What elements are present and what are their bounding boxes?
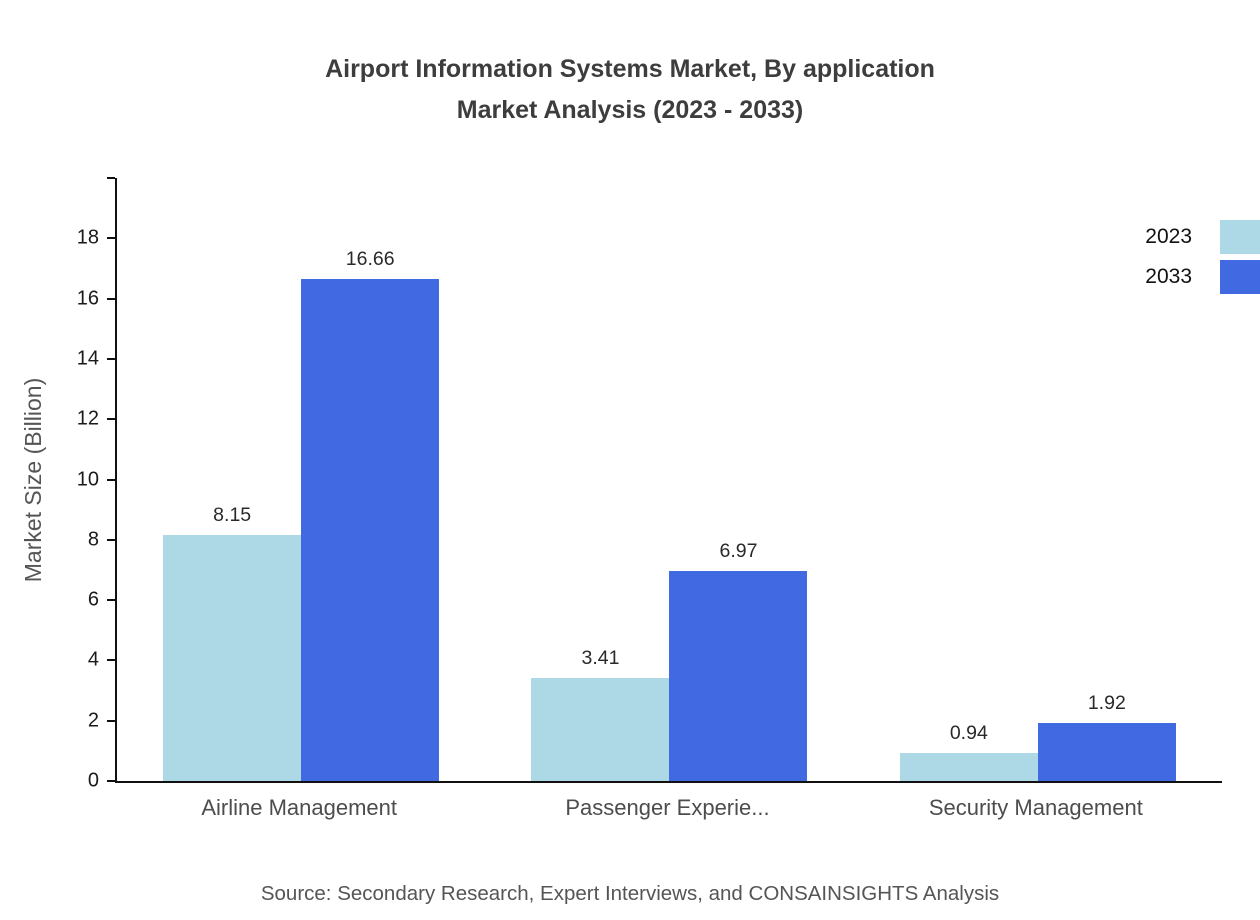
y-tick-label: 8: [87, 528, 99, 551]
category-label: Passenger Experie...: [565, 795, 770, 820]
bar-value-label: 0.94: [949, 721, 988, 744]
y-tick-label: 12: [76, 407, 99, 430]
category-label: Security Management: [928, 795, 1143, 820]
y-tick-label: 6: [87, 588, 99, 611]
y-tick-mark: [107, 599, 115, 602]
y-tick-mark: [107, 357, 115, 360]
plot-area: 8.15 16.66 3.41 6.97 0.94 1.92 0 2 4 6 8 10 12 14 16 1…: [77, 177, 1222, 792]
category-label: Airline Management: [201, 795, 397, 820]
y-tick-mark: [107, 538, 115, 541]
chart-title: Airport Information Systems Market, By a…: [325, 55, 935, 124]
bar-value-label: 1.92: [1087, 692, 1126, 715]
legend-label: 2023: [1145, 225, 1192, 248]
y-tick-label: 4: [87, 648, 99, 671]
y-tick-label: 0: [87, 769, 99, 792]
bar-2033: 6.97: [669, 540, 808, 781]
y-tick-label: 14: [76, 347, 99, 370]
legend-swatch: [1220, 220, 1260, 254]
y-tick-mark: [107, 780, 115, 782]
legend-swatch: [1220, 260, 1260, 294]
bar-2033: 1.92: [1037, 692, 1176, 781]
y-tick-label: 16: [76, 287, 99, 310]
bar-value-label: 6.97: [719, 539, 758, 562]
bar-value-label: 16.66: [345, 247, 395, 270]
bar-group: 8.15 16.66: [163, 248, 440, 781]
bar-2023: 0.94: [899, 722, 1038, 781]
y-tick-mark: [107, 719, 115, 722]
y-tick-mark: [107, 237, 115, 240]
x-axis-category-labels: Airline Management Passenger Experie... Se…: [115, 795, 1220, 821]
legend: 2023 2033: [1145, 220, 1260, 294]
legend-label: 2033: [1145, 265, 1192, 288]
legend-item-2033: 2033: [1145, 260, 1260, 294]
bar-2023: 8.15: [163, 504, 302, 781]
bar-groups: 8.15 16.66 3.41 6.97 0.94 1.92: [117, 178, 1222, 781]
y-tick-label: 10: [76, 468, 99, 490]
bar-value-label: 8.15: [213, 504, 252, 527]
y-tick-label: 18: [76, 226, 99, 249]
y-tick-mark: [107, 297, 115, 300]
bar-group: 0.94 1.92: [899, 692, 1176, 781]
y-tick-label: 2: [87, 709, 99, 732]
bar-2033: 16.66: [301, 248, 440, 781]
y-tick-mark: [107, 418, 115, 421]
bar-2023: 3.41: [531, 647, 670, 781]
source-note: Source: Secondary Research, Expert Inter…: [260, 882, 1000, 905]
legend-item-2023: 2023: [1145, 220, 1260, 254]
bar-value-label: 3.41: [581, 647, 620, 670]
y-axis-label: Market Size (Billion): [20, 377, 46, 583]
y-axis-top-tick: [107, 177, 115, 179]
y-tick-mark: [107, 659, 115, 662]
y-tick-mark: [107, 478, 115, 481]
bar-group: 3.41 6.97: [531, 540, 808, 781]
